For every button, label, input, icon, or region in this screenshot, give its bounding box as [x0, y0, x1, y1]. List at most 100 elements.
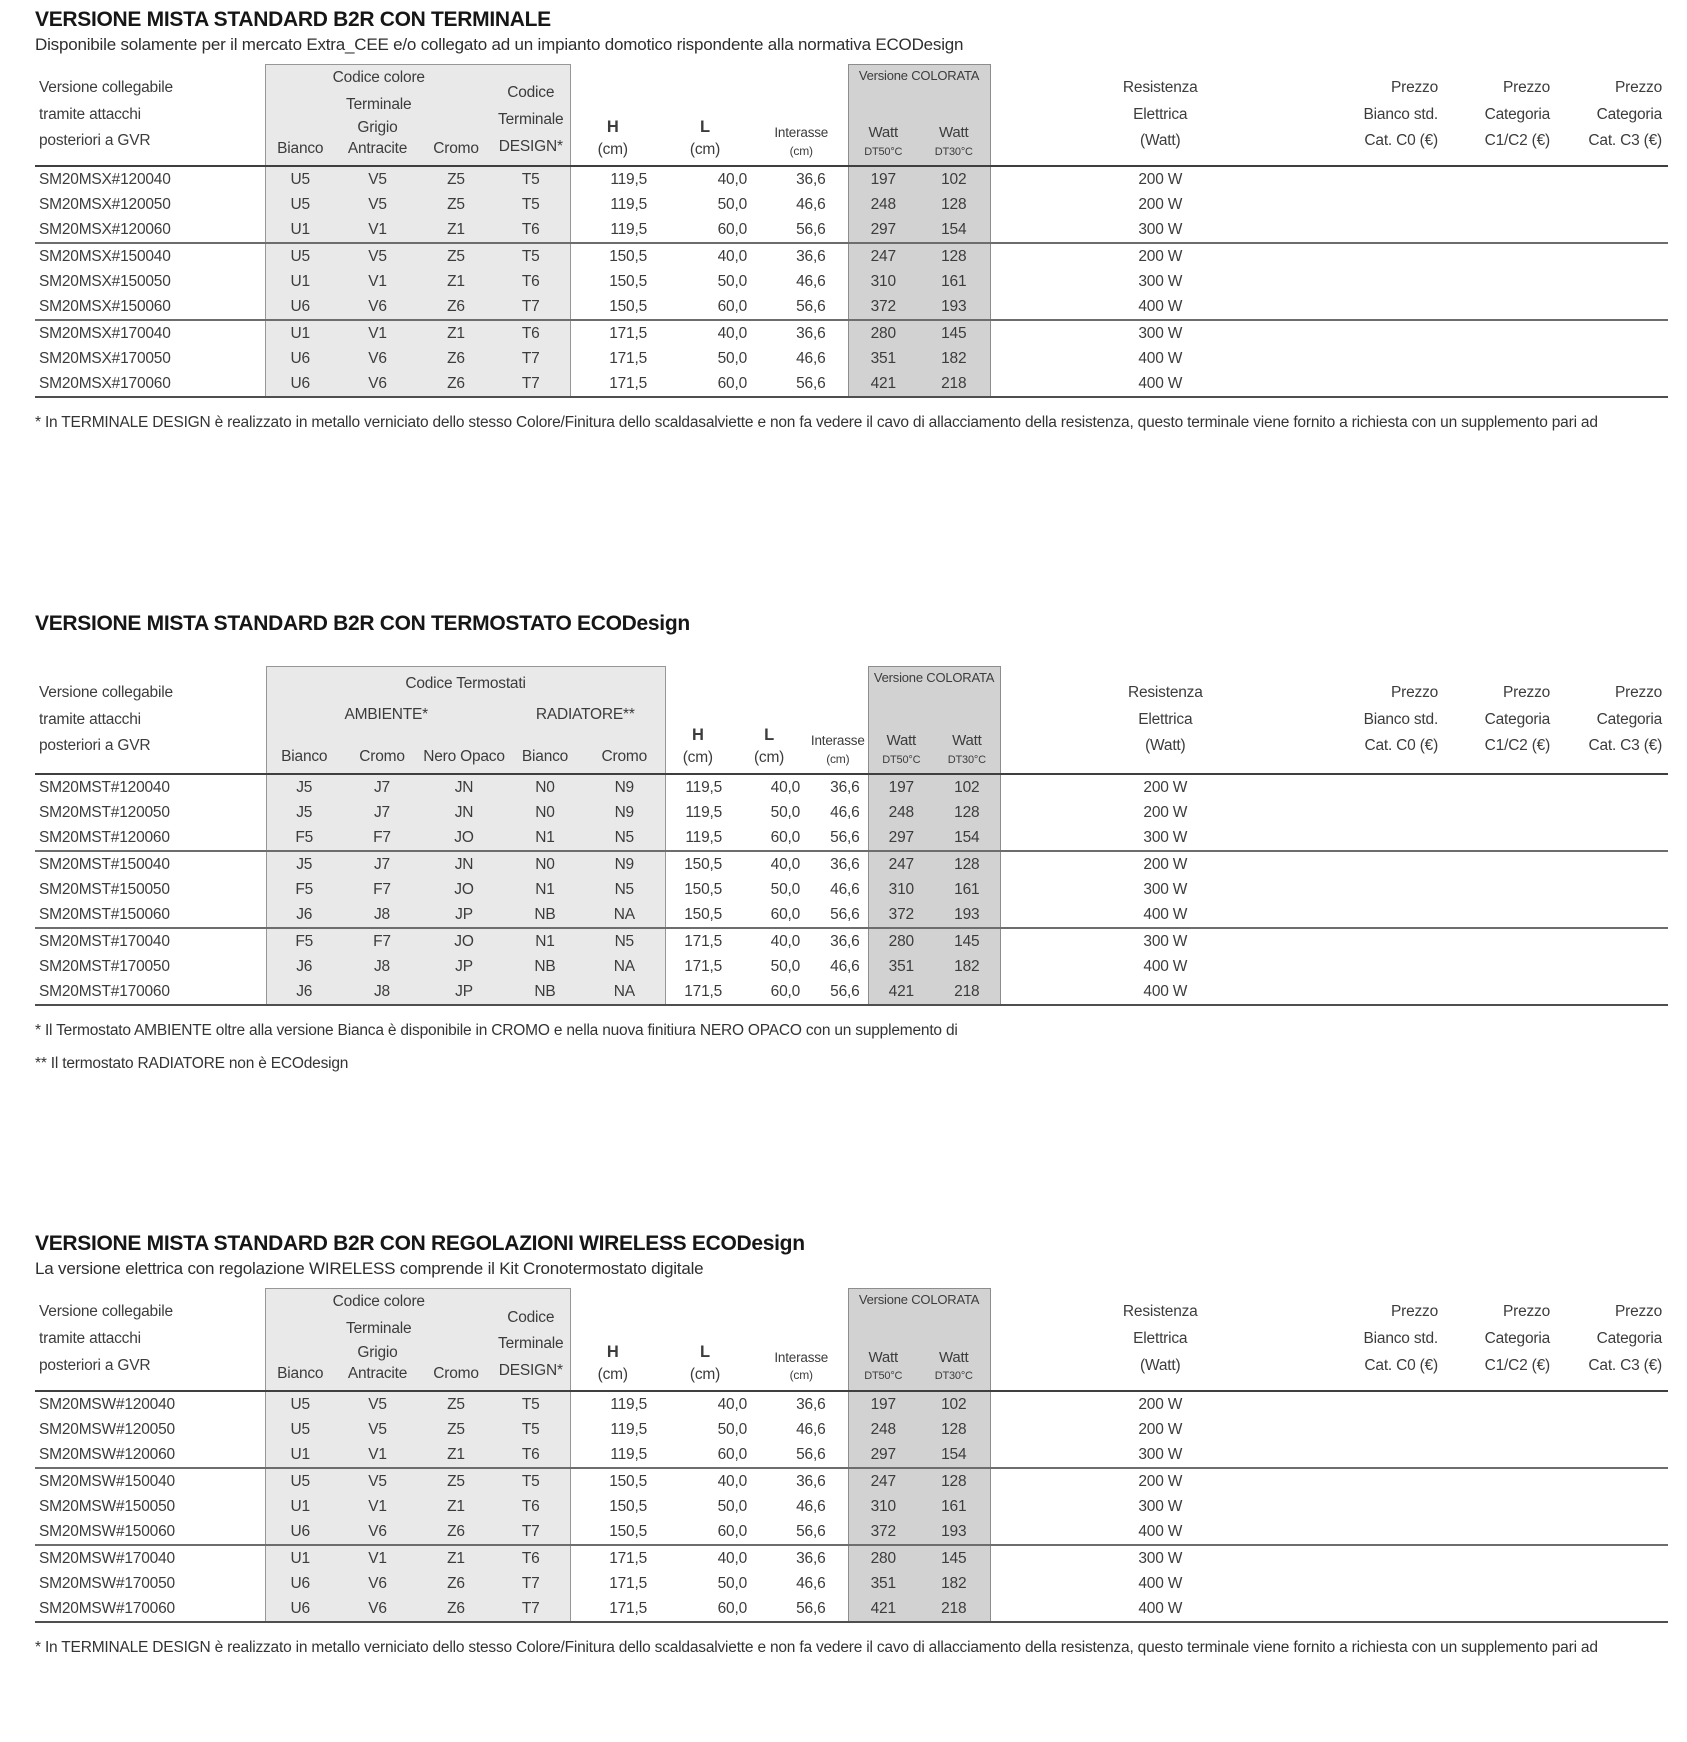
price-c1c2-cell — [1444, 927, 1557, 955]
price-c3-cell — [1556, 217, 1668, 243]
product-code-cell: SM20MST#170040 — [35, 927, 266, 955]
interasse-cell: 36,6 — [830, 779, 860, 797]
header-code-group: Codice colore Terminale — [264, 1288, 492, 1343]
price-c3-cell — [1556, 1391, 1668, 1417]
resistenza-cell: 200 W — [1138, 1420, 1183, 1438]
watt-dt50-cell: 421 — [847, 371, 918, 399]
table-row: SM20MST#150050 F5 F7 JO N1 N5 150,5 50,0… — [35, 877, 1668, 903]
header-l-label: L — [700, 118, 710, 137]
header-watt-dt30: Watt DT30°C — [918, 1342, 991, 1392]
table-row: SM20MSW#170060 U6 V6 Z6 T7 171,5 60,0 56… — [35, 1595, 1669, 1623]
ambiente-nero-opaco-cell: JN — [422, 850, 506, 878]
code-cromo-cell: Z6 — [420, 371, 492, 399]
table-row: SM20MSX#170040 U1 V1 Z1 T6 171,5 40,0 36… — [35, 319, 1669, 347]
header-design-col: Codice Terminale DESIGN* — [492, 1288, 571, 1392]
price-c3-cell — [1556, 979, 1669, 1007]
resistenza-cell: 200 W — [1138, 196, 1183, 214]
l-cm-cell: 40,0 — [717, 1395, 748, 1413]
l-cm-cell: 60,0 — [717, 298, 748, 316]
l-cm-cell: 50,0 — [770, 881, 801, 899]
radiatore-bianco-cell: N1 — [506, 877, 584, 903]
l-cm-cell: 40,0 — [655, 1466, 755, 1494]
price-c3-cell — [1556, 1519, 1668, 1545]
code-grigio-cell: V1 — [335, 319, 420, 347]
l-cm-cell: 60,0 — [770, 906, 801, 924]
code-design-cell: T5 — [492, 1466, 571, 1494]
price-c1c2-cell — [1444, 1519, 1556, 1545]
l-cm-cell: 40,0 — [655, 319, 755, 347]
header-l-label: L — [700, 1342, 710, 1361]
header-l-unit: (cm) — [689, 1365, 721, 1383]
resistenza-cell: 200 W — [1138, 171, 1183, 189]
watt-dt50-cell: 197 — [867, 774, 935, 801]
l-cm-cell: 40,0 — [717, 171, 748, 189]
header-cromo: Cromo — [420, 118, 492, 168]
h-cm-cell: 150,5 — [609, 273, 647, 291]
table-header: Versione collegabile tramite attacchi po… — [35, 64, 1669, 168]
price-c3-cell — [1556, 850, 1669, 878]
watt-dt50-cell: 280 — [847, 1543, 918, 1571]
code-cromo-cell: Z5 — [420, 166, 492, 193]
header-price-c3: Prezzo Categoria Cat. C3 (€) — [1556, 666, 1669, 776]
header-h-label: H — [606, 1342, 619, 1361]
code-cromo-cell: Z5 — [420, 1416, 492, 1442]
code-grigio-cell: V5 — [335, 1416, 420, 1442]
interasse-cell: 56,6 — [796, 1445, 826, 1463]
product-code-cell: SM20MSW#150040 — [35, 1466, 265, 1494]
product-code-cell: SM20MSW#150050 — [39, 1497, 175, 1515]
code-bianco-cell: U6 — [264, 371, 335, 399]
code-grigio-cell: V5 — [335, 166, 420, 193]
section-title: VERSIONE MISTA STANDARD B2R CON REGOLAZI… — [35, 1232, 805, 1256]
code-grigio-cell: V6 — [335, 371, 420, 399]
price-c0-cell — [1330, 1519, 1444, 1545]
ambiente-cromo-cell: J8 — [342, 954, 422, 980]
header-interasse: Interasse (cm) — [755, 1288, 848, 1392]
product-code-cell: SM20MST#150050 — [39, 881, 170, 899]
price-c1c2-cell — [1444, 269, 1556, 294]
header-interasse-unit: (cm) — [826, 751, 850, 766]
table-row: SM20MSW#120060 U1 V1 Z1 T6 119,5 60,0 56… — [35, 1441, 1668, 1468]
code-design-cell: T5 — [492, 166, 571, 193]
section-wireless: VERSIONE MISTA STANDARD B2R CON REGOLAZI… — [35, 1232, 1669, 1664]
table-row: SM20MSX#150060 U6 V6 Z6 T7 150,5 60,0 56… — [35, 294, 1668, 321]
h-cm-cell: 119,5 — [610, 171, 647, 189]
code-grigio-cell: V6 — [335, 1595, 420, 1623]
price-c1c2-cell — [1444, 166, 1556, 192]
h-cm-cell: 171,5 — [570, 1543, 655, 1571]
section-title: VERSIONE MISTA STANDARD B2R CON TERMOSTA… — [35, 611, 690, 635]
header-product: Versione collegabile tramite attacchi po… — [35, 666, 266, 776]
interasse-cell: 56,6 — [808, 979, 869, 1007]
code-design-cell: T6 — [492, 1493, 571, 1519]
interasse-cell: 46,6 — [830, 881, 860, 899]
header-interasse-label: Interasse — [774, 1349, 829, 1365]
product-code-cell: SM20MSW#150060 — [39, 1522, 175, 1540]
code-design-cell: T6 — [492, 1441, 571, 1468]
watt-label: Watt — [886, 732, 917, 750]
code-bianco-cell: U1 — [264, 1493, 335, 1519]
price-c1c2-cell — [1444, 1391, 1556, 1417]
header-watt-dt30: Watt DT30°C — [918, 118, 991, 168]
interasse-cell: 56,6 — [830, 829, 860, 847]
header-code-group: Codice colore Terminale — [264, 64, 492, 119]
price-c0-cell — [1330, 1417, 1444, 1442]
watt-dt50-sub: DT50°C — [864, 1370, 903, 1383]
price-c3-cell — [1556, 294, 1668, 320]
header-interasse-unit: (cm) — [789, 143, 813, 158]
price-c3-cell — [1556, 774, 1668, 800]
table-row: SM20MSX#120040 U5 V5 Z5 T5 119,5 40,0 36… — [35, 166, 1668, 193]
code-design-cell: T7 — [492, 1518, 571, 1545]
watt-dt30-sub: DT30°C — [934, 1370, 973, 1383]
header-price-c1c2: Prezzo Categoria C1/C2 (€) — [1444, 64, 1557, 168]
code-design-cell: T5 — [492, 242, 571, 270]
header-watt-dt30: Watt DT30°C — [934, 700, 1001, 776]
header-resistenza: Resistenza Elettrica (Watt) — [990, 64, 1331, 168]
ambiente-nero-opaco-cell: JO — [422, 927, 506, 955]
table-row: SM20MSW#150060 U6 V6 Z6 T7 150,5 60,0 56… — [35, 1518, 1668, 1545]
l-cm-cell: 40,0 — [770, 779, 801, 797]
watt-dt50-cell: 310 — [847, 269, 918, 295]
watt-dt50-cell: 247 — [847, 1466, 918, 1494]
l-cm-cell: 50,0 — [717, 350, 748, 368]
radiatore-bianco-cell: N0 — [506, 850, 584, 878]
radiatore-bianco-cell: NB — [506, 902, 584, 929]
watt-dt30-cell: 182 — [918, 346, 991, 372]
